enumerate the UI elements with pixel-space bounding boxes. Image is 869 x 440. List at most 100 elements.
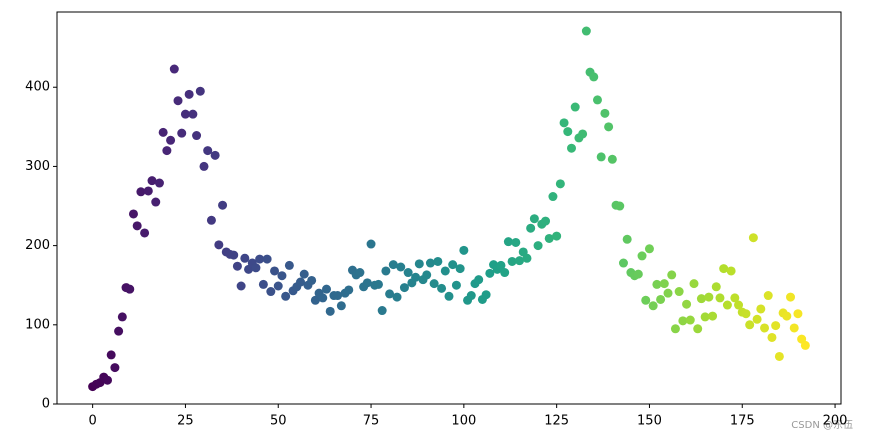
point <box>318 293 328 303</box>
point <box>173 96 183 106</box>
point <box>210 150 220 160</box>
x-tick-label: 100 <box>451 414 476 429</box>
point <box>563 127 573 137</box>
point <box>485 268 495 278</box>
point <box>158 127 168 137</box>
point <box>240 253 250 263</box>
point <box>682 299 692 309</box>
point <box>752 314 762 324</box>
x-tick-label: 0 <box>88 414 96 429</box>
point <box>715 293 725 303</box>
point <box>722 300 732 310</box>
point <box>670 324 680 334</box>
point <box>336 301 346 311</box>
x-tick-label: 50 <box>270 414 287 429</box>
point <box>648 301 658 311</box>
y-tick-label: 200 <box>25 238 50 253</box>
point <box>544 233 554 243</box>
x-tick-label: 125 <box>544 414 569 429</box>
point <box>296 277 306 287</box>
point <box>745 320 755 330</box>
point <box>333 291 343 301</box>
point <box>362 278 372 288</box>
point <box>541 216 551 226</box>
point <box>132 221 142 231</box>
point <box>496 260 506 270</box>
point <box>689 279 699 289</box>
point <box>529 214 539 224</box>
point <box>414 259 424 269</box>
point <box>696 294 706 304</box>
point <box>700 312 710 322</box>
point <box>385 289 395 299</box>
point <box>667 270 677 280</box>
x-tick-label: 200 <box>823 414 848 429</box>
point <box>255 254 265 264</box>
point <box>192 131 202 141</box>
point <box>147 176 157 186</box>
point <box>102 375 112 385</box>
point <box>734 300 744 310</box>
point <box>177 128 187 138</box>
point <box>117 312 127 322</box>
point <box>500 268 510 278</box>
point <box>455 264 465 274</box>
point <box>511 237 521 247</box>
point <box>592 95 602 105</box>
point <box>266 287 276 297</box>
point <box>251 263 261 273</box>
point <box>548 192 558 202</box>
point <box>760 323 770 333</box>
point <box>218 200 228 210</box>
point <box>481 290 491 300</box>
point <box>377 306 387 316</box>
point <box>719 264 729 274</box>
y-tick-label: 100 <box>25 317 50 332</box>
point <box>793 309 803 319</box>
point <box>262 254 272 264</box>
point <box>366 239 376 249</box>
point <box>184 89 194 99</box>
point <box>162 146 172 156</box>
y-tick-label: 400 <box>25 80 50 95</box>
point <box>607 154 617 164</box>
point <box>644 244 654 254</box>
point <box>622 234 632 244</box>
point <box>307 275 317 285</box>
point <box>277 271 287 281</box>
point <box>422 270 432 280</box>
point <box>188 109 198 119</box>
point <box>403 268 413 278</box>
point <box>741 309 751 319</box>
point <box>136 187 146 197</box>
point <box>555 179 565 189</box>
point <box>633 269 643 279</box>
y-tick-label: 300 <box>25 159 50 174</box>
point <box>604 122 614 132</box>
point <box>748 233 758 243</box>
point <box>637 251 647 261</box>
point <box>663 288 673 298</box>
point <box>396 262 406 272</box>
point <box>526 223 536 233</box>
point <box>782 311 792 321</box>
point <box>771 321 781 331</box>
point <box>600 108 610 118</box>
point <box>459 245 469 255</box>
point <box>767 332 777 342</box>
point <box>570 102 580 112</box>
point <box>195 86 205 96</box>
point <box>522 253 532 263</box>
point <box>559 118 569 128</box>
plot-frame <box>56 11 842 405</box>
point <box>800 340 810 350</box>
x-tick-label: 75 <box>363 414 380 429</box>
point <box>641 295 651 305</box>
point <box>310 295 320 305</box>
point <box>270 266 280 276</box>
point <box>425 258 435 268</box>
point <box>110 363 120 373</box>
point <box>615 201 625 211</box>
point <box>444 291 454 301</box>
